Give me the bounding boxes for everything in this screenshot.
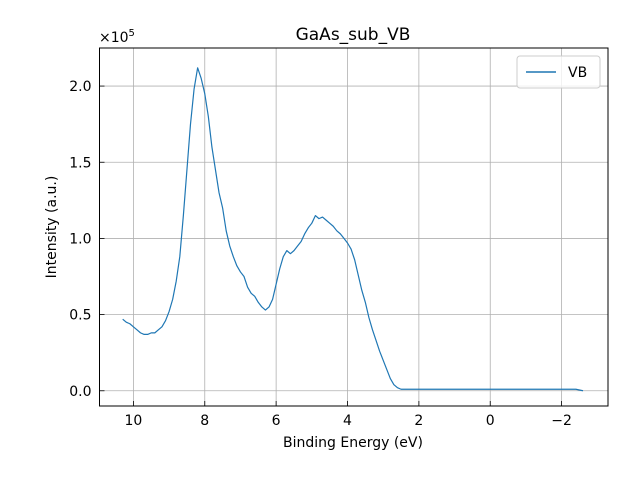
tick-labels: 10 8 6 4 2 0 −2 0.0 0.5 1.0 1.5 2.0 <box>69 79 572 429</box>
x-tick-label: 6 <box>272 413 281 429</box>
y-tick-label: 2.0 <box>69 79 91 95</box>
y-tick-label: 1.5 <box>69 155 91 171</box>
x-tick-label: −2 <box>551 413 572 429</box>
x-tick-label: 8 <box>200 413 209 429</box>
y-tick-label: 0.0 <box>69 384 91 400</box>
plot-frame <box>99 47 609 407</box>
legend-label-vb: VB <box>568 65 587 81</box>
y-multiplier: ×105 <box>99 28 135 46</box>
y-axis-label: Intensity (a.u.) <box>44 176 60 279</box>
y-tick-label: 0.5 <box>69 308 91 324</box>
grid <box>99 48 608 406</box>
ticks <box>99 85 563 406</box>
x-axis-label: Binding Energy (eV) <box>283 435 423 451</box>
plot-line-group <box>122 67 584 392</box>
y-tick-label: 1.0 <box>69 231 91 247</box>
series-line-vb <box>122 67 584 392</box>
x-tick-label: 0 <box>486 413 495 429</box>
x-tick-label: 10 <box>124 413 142 429</box>
x-tick-label: 4 <box>343 413 352 429</box>
legend-box <box>516 55 601 89</box>
x-tick-label: 2 <box>414 413 423 429</box>
y-multiplier-exponent: 5 <box>129 28 135 39</box>
chart-title: GaAs_sub_VB <box>296 25 411 45</box>
legend: VB <box>516 55 601 89</box>
y-multiplier-base: ×10 <box>99 30 129 46</box>
